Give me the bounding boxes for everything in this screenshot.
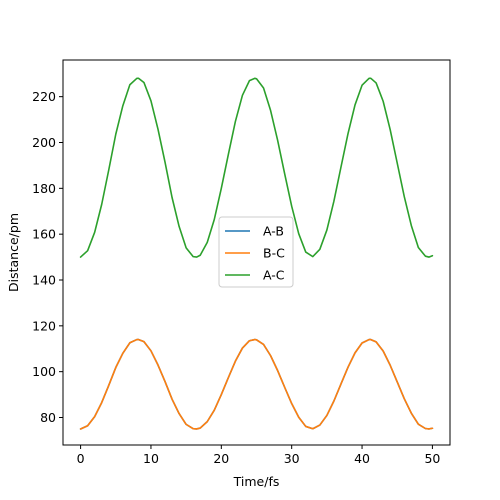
- x-tick-label: 20: [213, 451, 229, 466]
- y-tick-label: 80: [40, 410, 56, 425]
- x-tick-label: 40: [354, 451, 370, 466]
- y-tick-label: 160: [32, 227, 56, 242]
- legend-label-b-c: B-C: [263, 246, 285, 261]
- x-axis: 0 10 20 30 40 50: [77, 445, 440, 466]
- y-tick-label: 220: [32, 89, 56, 104]
- y-tick-label: 180: [32, 181, 56, 196]
- plot-frame: [62, 59, 451, 446]
- y-tick-label: 200: [32, 135, 56, 150]
- x-axis-label: Time/fs: [233, 474, 280, 489]
- series-line-a-c: [79, 77, 434, 258]
- y-tick-label: 100: [32, 364, 56, 379]
- y-tick-label: 140: [32, 273, 56, 288]
- legend-label-a-c: A-C: [263, 268, 285, 283]
- x-tick-label: 10: [143, 451, 159, 466]
- y-tick-label: 120: [32, 318, 56, 333]
- legend: A-B B-C A-C: [218, 216, 294, 288]
- series-line-b-c: [79, 338, 434, 430]
- legend-box: [218, 216, 294, 288]
- y-axis: 80 100 120 140 160 180 200 220: [32, 89, 63, 425]
- y-axis-label: Distance/pm: [6, 213, 21, 292]
- x-tick-label: 0: [77, 451, 85, 466]
- x-tick-label: 30: [284, 451, 300, 466]
- series-layer: [79, 77, 434, 430]
- x-tick-label: 50: [424, 451, 440, 466]
- legend-label-a-b: A-B: [263, 224, 284, 239]
